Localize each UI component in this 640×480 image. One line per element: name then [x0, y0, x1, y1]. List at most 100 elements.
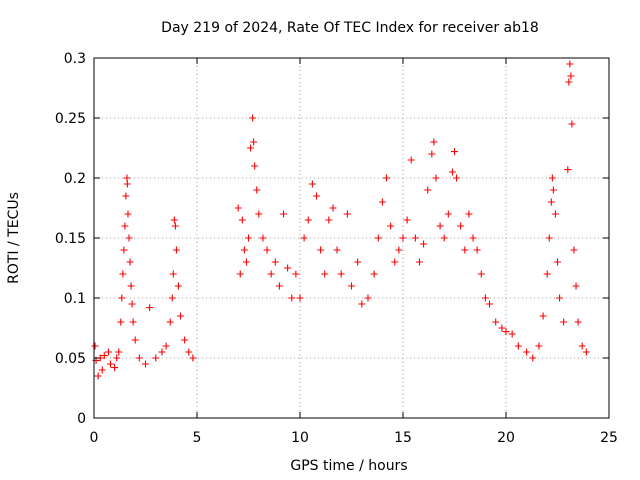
- data-point: [142, 360, 149, 368]
- data-point: [567, 72, 575, 80]
- data-point: [255, 210, 263, 218]
- data-point: [453, 174, 461, 182]
- data-point: [104, 348, 112, 356]
- data-point: [529, 354, 537, 362]
- data-point: [535, 342, 543, 350]
- data-point: [420, 240, 428, 248]
- data-point: [121, 222, 129, 230]
- data-point: [127, 282, 135, 290]
- data-point: [364, 294, 372, 302]
- data-point: [174, 282, 182, 290]
- data-point: [245, 234, 252, 242]
- data-point: [242, 258, 250, 266]
- data-point: [123, 174, 131, 182]
- data-point: [106, 360, 114, 368]
- data-point: [370, 270, 378, 278]
- data-point: [122, 192, 130, 200]
- data-point: [124, 210, 132, 218]
- data-point: [249, 114, 257, 122]
- data-point: [548, 174, 556, 182]
- data-point: [300, 234, 308, 242]
- data-point: [267, 270, 275, 278]
- data-point: [251, 162, 259, 170]
- y-tick-label: 0.25: [55, 111, 86, 127]
- data-point: [514, 342, 522, 350]
- data-point: [428, 150, 436, 158]
- data-point: [391, 258, 399, 266]
- data-point: [275, 282, 283, 290]
- data-point: [120, 246, 128, 254]
- data-point: [98, 366, 106, 374]
- data-point: [91, 342, 99, 350]
- y-tick-label: 0.2: [64, 171, 86, 187]
- data-point: [444, 210, 452, 218]
- data-point: [549, 186, 557, 194]
- data-point: [411, 234, 419, 242]
- data-point: [234, 204, 242, 212]
- data-point: [566, 60, 574, 68]
- x-tick-label: 20: [497, 430, 515, 446]
- data-point: [337, 270, 345, 278]
- y-axis-label: ROTI / TECUs: [6, 192, 22, 284]
- data-point: [238, 216, 246, 224]
- data-point: [177, 312, 185, 320]
- data-point: [292, 270, 300, 278]
- data-point: [343, 210, 351, 218]
- data-point: [146, 304, 154, 312]
- data-point: [171, 222, 179, 230]
- data-point: [432, 174, 440, 182]
- data-point: [329, 204, 337, 212]
- data-point: [125, 234, 133, 242]
- data-point: [131, 336, 139, 344]
- data-point: [250, 138, 258, 146]
- data-point: [477, 270, 485, 278]
- data-point: [288, 294, 296, 302]
- data-point: [185, 348, 193, 356]
- data-point: [523, 348, 531, 356]
- data-point: [560, 318, 568, 326]
- data-points: [91, 60, 590, 380]
- data-point: [259, 234, 267, 242]
- data-point: [554, 258, 561, 266]
- data-point: [551, 210, 559, 218]
- data-point: [547, 198, 555, 206]
- x-tick-label: 5: [193, 430, 202, 446]
- data-point: [94, 372, 102, 380]
- plot-frame: [93, 57, 610, 419]
- data-point: [280, 210, 288, 218]
- data-point: [403, 216, 411, 224]
- data-point: [170, 216, 178, 224]
- data-point: [378, 198, 386, 206]
- y-tick-label: 0.3: [64, 51, 86, 67]
- data-point: [387, 222, 395, 230]
- data-point: [111, 364, 119, 372]
- data-point: [508, 330, 516, 338]
- data-point: [118, 294, 126, 302]
- data-point: [568, 120, 576, 128]
- data-point: [572, 282, 580, 290]
- data-point: [128, 300, 136, 308]
- data-point: [543, 270, 551, 278]
- data-point: [236, 270, 244, 278]
- data-point: [126, 258, 134, 266]
- data-point: [383, 174, 391, 182]
- data-point: [135, 354, 143, 362]
- data-point: [263, 246, 271, 254]
- data-point: [492, 318, 500, 326]
- data-point: [168, 294, 176, 302]
- data-point: [424, 186, 432, 194]
- axis-ticks: 0 5 10 15 20 25 0 0.05 0.1 0.15 0.2 0.25 0.3: [55, 51, 618, 446]
- y-tick-label: 0.05: [55, 351, 86, 367]
- data-point: [166, 318, 174, 326]
- data-point: [399, 234, 407, 242]
- data-point: [582, 348, 590, 356]
- data-point: [317, 246, 325, 254]
- data-point: [570, 246, 578, 254]
- data-point: [565, 78, 573, 86]
- data-point: [172, 246, 180, 254]
- data-point: [502, 328, 510, 336]
- data-point: [564, 166, 572, 174]
- data-point: [308, 180, 316, 188]
- data-point: [556, 294, 564, 302]
- data-point: [451, 148, 458, 156]
